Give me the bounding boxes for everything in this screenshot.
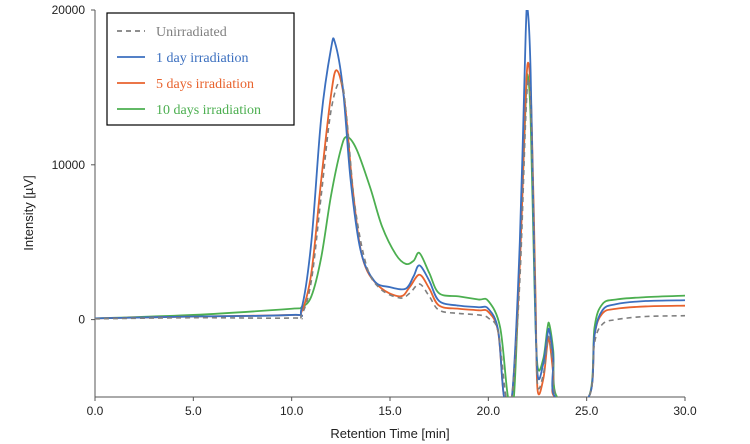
x-tick-label: 5.0 xyxy=(185,404,202,418)
x-tick-label: 20.0 xyxy=(477,404,501,418)
y-tick-label: 10000 xyxy=(52,158,86,172)
x-axis-label: Retention Time [min] xyxy=(330,426,449,441)
y-tick-label: 0 xyxy=(78,313,85,327)
x-tick-label: 10.0 xyxy=(280,404,304,418)
series-line-1 xyxy=(95,10,685,397)
x-tick-label: 25.0 xyxy=(575,404,599,418)
series-line-0 xyxy=(95,78,685,397)
legend-label: 1 day irradiation xyxy=(156,51,249,66)
legend: Unirradiated 1 day irradiation 5 days irra… xyxy=(106,12,295,126)
y-tick-label: 20000 xyxy=(52,3,86,17)
series-group xyxy=(95,10,685,397)
x-ticks: 0.0 5.0 10.0 15.0 20.0 25.0 30.0 xyxy=(87,397,697,418)
y-axis-label: Intensity [µV] xyxy=(21,175,36,250)
legend-label: Unirradiated xyxy=(156,25,227,40)
y-ticks: 0 10000 20000 xyxy=(52,3,95,327)
x-tick-label: 15.0 xyxy=(378,404,402,418)
legend-label: 10 days irradiation xyxy=(156,103,261,118)
x-tick-label: 0.0 xyxy=(87,404,104,418)
x-tick-label: 30.0 xyxy=(673,404,697,418)
legend-label: 5 days irradiation xyxy=(156,77,254,92)
